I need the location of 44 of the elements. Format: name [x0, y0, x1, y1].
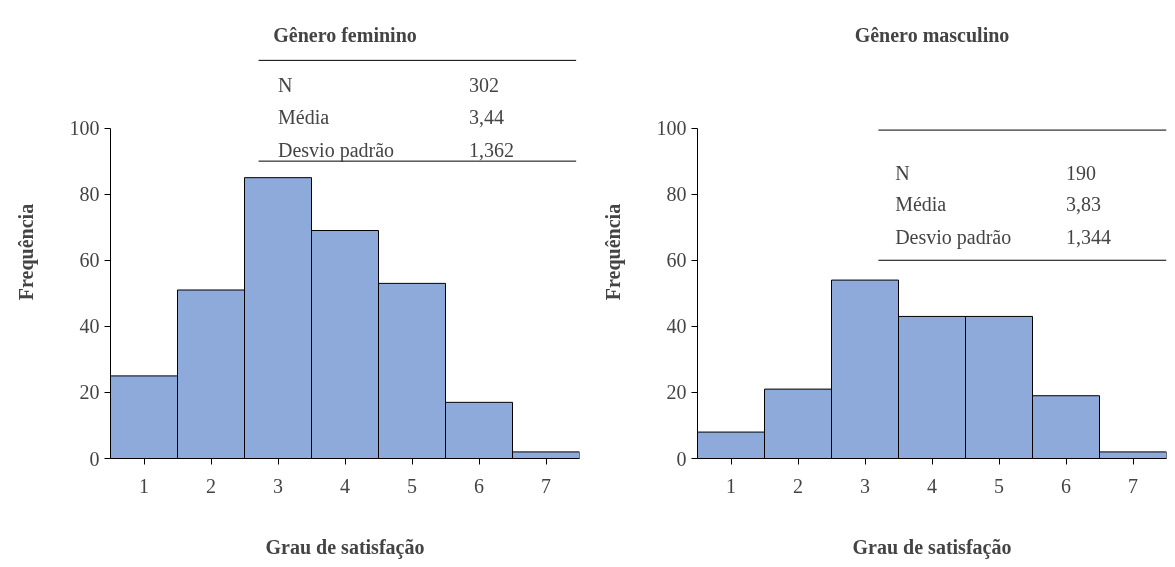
text: Média	[278, 105, 330, 128]
x-axis-title: Grau de satisfação	[852, 535, 1012, 559]
x-tick-label: 1	[726, 474, 736, 497]
y-axis-title: Frequência	[601, 203, 625, 301]
annotation: Desvio padrão	[278, 138, 395, 162]
annotation: 3,83	[1066, 193, 1101, 216]
x-tick-label: 4	[340, 474, 350, 497]
annotation: N	[895, 161, 910, 184]
y-tick-label: 0	[89, 447, 100, 470]
annotation: Média	[895, 193, 947, 216]
annotation: 190	[1066, 161, 1096, 184]
y-tick-label: 0	[676, 447, 687, 470]
x-tick-label: 3	[860, 474, 870, 497]
x-tick-label: 2	[206, 474, 216, 497]
annotation: 1,344	[1066, 226, 1111, 249]
y-tick-label: 100	[656, 117, 687, 140]
y-tick-label: 80	[79, 183, 100, 206]
x-tick-label: 1	[139, 474, 149, 497]
y-tick-label: 100	[69, 117, 100, 140]
text: N	[278, 74, 293, 97]
chart-title: Gênero feminino	[273, 23, 417, 46]
annotation: Desvio padrão	[895, 226, 1012, 250]
x-axis-title: Grau de satisfação	[265, 535, 425, 559]
annotation: 1,362	[468, 138, 514, 161]
y-tick-label: 40	[79, 315, 100, 338]
x-tick-label: 5	[994, 474, 1004, 497]
x-tick-label: 6	[474, 474, 484, 497]
x-tick-label: 5	[407, 474, 417, 497]
y-tick-label: 20	[79, 381, 100, 404]
y-tick-label: 60	[79, 249, 100, 272]
y-tick-label: 60	[666, 249, 687, 272]
y-tick-label: 20	[666, 381, 687, 404]
x-tick-label: 2	[793, 474, 803, 497]
y-tick-label: 40	[666, 315, 687, 338]
x-tick-label: 3	[273, 474, 283, 497]
text: 3,44	[468, 105, 504, 128]
chart-title: Gênero masculino	[854, 23, 1010, 46]
y-tick-label: 80	[666, 183, 687, 206]
y-axis-title: Frequência	[14, 203, 38, 301]
text: 302	[468, 74, 499, 97]
x-tick-label: 4	[927, 474, 937, 497]
x-tick-label: 6	[1061, 474, 1071, 497]
x-tick-label: 7	[541, 474, 551, 497]
x-tick-label: 7	[1128, 474, 1138, 497]
